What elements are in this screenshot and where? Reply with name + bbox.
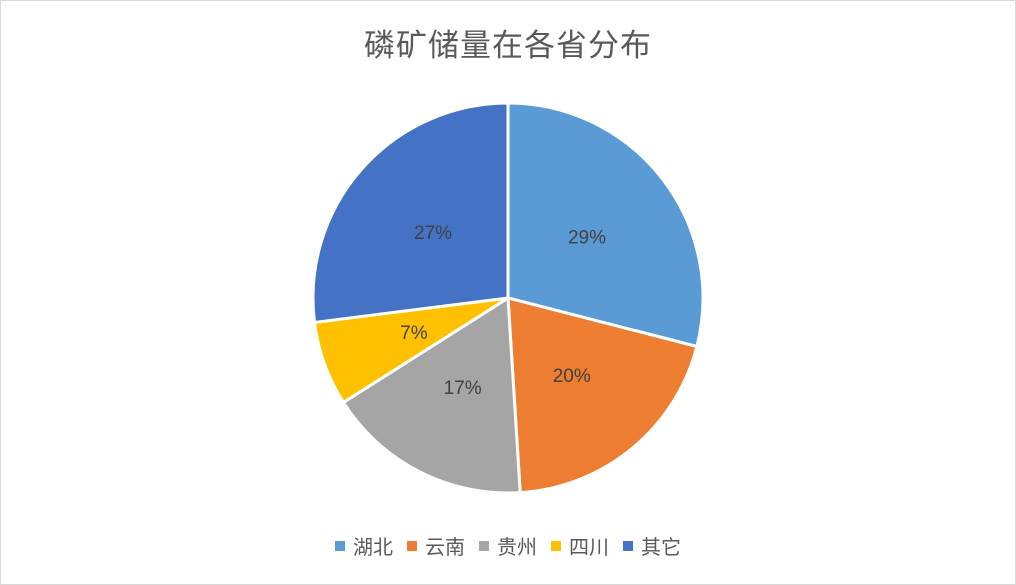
legend-item: 四川 [551, 531, 609, 560]
pie-slice-贵州 [341, 295, 522, 495]
legend-label: 云南 [425, 535, 465, 559]
pie-slice-其它 [311, 101, 510, 325]
legend-label: 其它 [641, 535, 681, 559]
legend-label: 贵州 [497, 535, 537, 559]
legend-item: 贵州 [479, 531, 537, 560]
data-label: 7% [400, 323, 428, 344]
legend-swatch [551, 540, 561, 551]
chart-title: 磷矿储量在各省分布 [364, 28, 652, 64]
data-label: 20% [553, 366, 591, 387]
legend-item: 湖北 [335, 531, 393, 560]
data-label: 17% [444, 378, 482, 399]
legend-swatch [407, 540, 417, 551]
pie-slice-云南 [506, 296, 699, 495]
legend-item: 其它 [623, 531, 681, 560]
legend: 湖北 云南 贵州 四川 其它 [0, 531, 1016, 560]
pie-slice-湖北 [506, 101, 705, 349]
legend-label: 湖北 [353, 535, 393, 559]
data-label: 27% [414, 223, 452, 244]
legend-swatch [479, 540, 489, 551]
legend-item: 云南 [407, 531, 465, 560]
legend-swatch [623, 540, 633, 551]
legend-swatch [335, 540, 345, 551]
data-label: 29% [568, 228, 606, 249]
legend-label: 四川 [569, 535, 609, 559]
